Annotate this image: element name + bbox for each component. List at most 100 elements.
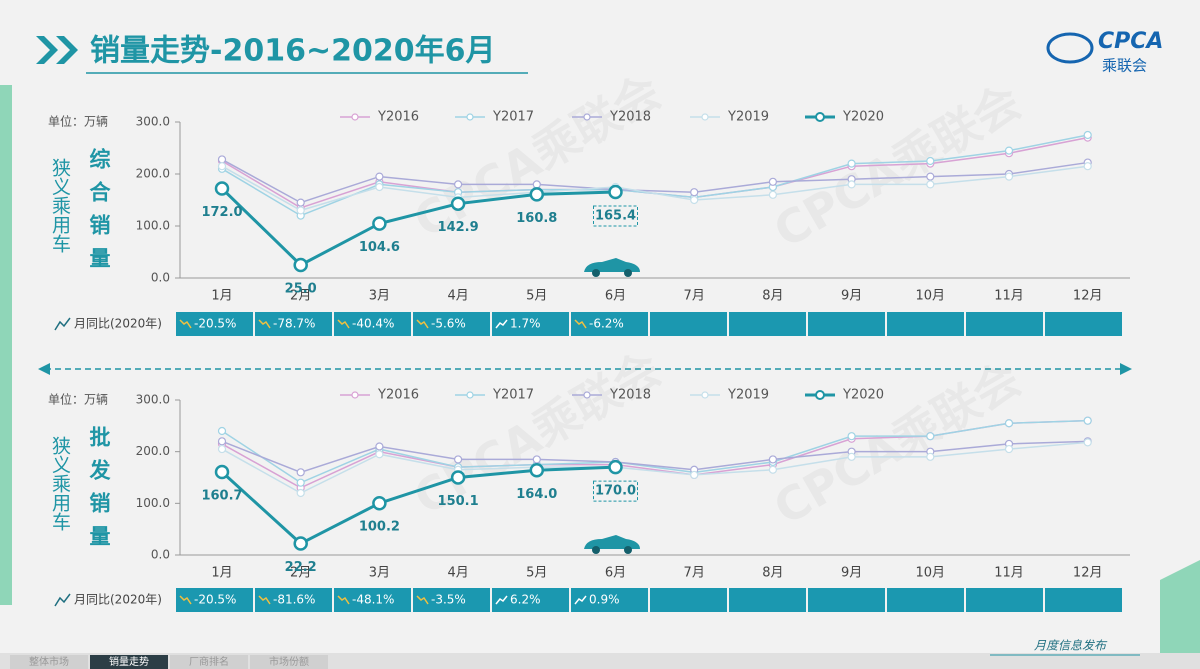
side-label: 狭义乘用车 bbox=[49, 436, 71, 531]
yoy-cell bbox=[1045, 588, 1122, 612]
chart-title: 批发销量 bbox=[87, 426, 111, 558]
legend-label: Y2019 bbox=[727, 388, 769, 403]
legend-label: Y2018 bbox=[609, 110, 651, 125]
legend-marker bbox=[815, 112, 825, 122]
data-point bbox=[214, 464, 230, 480]
footer-tab-label: 市场份额 bbox=[269, 655, 309, 668]
logo-text: CPCA bbox=[1098, 29, 1163, 54]
y-tick-label: 200.0 bbox=[136, 167, 170, 181]
footer-tab[interactable] bbox=[90, 655, 168, 669]
data-point bbox=[926, 156, 935, 166]
yoy-value: -40.4% bbox=[352, 317, 394, 331]
y-tick-label: 100.0 bbox=[136, 496, 170, 510]
data-point bbox=[529, 187, 545, 202]
x-tick-label: 3月 bbox=[369, 289, 390, 304]
data-point bbox=[1004, 146, 1014, 155]
footer-tab-label: 销量走势 bbox=[109, 655, 149, 668]
x-tick-label: 1月 bbox=[211, 289, 232, 304]
side-strip bbox=[0, 85, 12, 605]
yoy-cell bbox=[729, 588, 806, 612]
y-tick-label: 100.0 bbox=[136, 219, 170, 233]
data-point bbox=[217, 155, 227, 164]
yoy-icon bbox=[495, 595, 508, 605]
data-point bbox=[296, 206, 305, 215]
data-point bbox=[847, 452, 856, 461]
car-wheel bbox=[592, 269, 600, 277]
series-line bbox=[221, 165, 1088, 212]
yoy-cell bbox=[1045, 312, 1122, 336]
data-point bbox=[768, 465, 778, 474]
data-point bbox=[454, 180, 463, 189]
x-tick-label: 11月 bbox=[994, 566, 1024, 581]
x-tick-label: 9月 bbox=[841, 289, 862, 304]
x-tick-label: 5月 bbox=[526, 289, 547, 304]
data-point bbox=[217, 162, 227, 171]
data-point bbox=[217, 444, 227, 454]
footer-tab[interactable] bbox=[10, 655, 88, 669]
legend-marker bbox=[701, 391, 709, 399]
footer-tab[interactable] bbox=[250, 655, 328, 669]
data-point bbox=[454, 455, 463, 464]
data-point bbox=[296, 488, 305, 498]
data-point bbox=[768, 190, 778, 199]
y-tick-label: 300.0 bbox=[136, 393, 170, 407]
legend-label: Y2017 bbox=[492, 110, 534, 125]
data-label: 150.1 bbox=[438, 494, 479, 509]
data-label: 172.0 bbox=[201, 205, 242, 220]
yoy-icon bbox=[495, 319, 508, 329]
data-point bbox=[375, 450, 384, 459]
data-point bbox=[608, 184, 623, 200]
data-point bbox=[690, 188, 699, 197]
x-tick-label: 8月 bbox=[762, 289, 783, 304]
yoy-value: -3.5% bbox=[431, 593, 466, 607]
x-tick-label: 11月 bbox=[994, 289, 1024, 304]
data-point bbox=[926, 180, 935, 189]
corner-deco bbox=[1160, 560, 1200, 669]
data-point bbox=[1004, 172, 1014, 181]
car-wheel bbox=[592, 546, 600, 554]
legend-marker bbox=[815, 390, 825, 400]
x-tick-label: 2月 bbox=[290, 566, 311, 581]
x-tick-label: 7月 bbox=[684, 566, 705, 581]
data-point bbox=[768, 177, 778, 186]
series-line bbox=[221, 440, 1088, 474]
legend-marker bbox=[701, 113, 709, 121]
data-point bbox=[1083, 438, 1092, 447]
data-point bbox=[532, 455, 541, 464]
data-point bbox=[296, 468, 305, 477]
highlight-box bbox=[593, 205, 638, 227]
footer-tab[interactable] bbox=[170, 655, 248, 669]
data-label: 100.2 bbox=[359, 520, 400, 535]
yoy-value: 1.7% bbox=[510, 317, 541, 331]
data-point bbox=[293, 536, 308, 551]
x-tick-label: 3月 bbox=[369, 566, 390, 581]
data-point bbox=[690, 195, 699, 205]
x-tick-label: 10月 bbox=[916, 566, 946, 581]
data-point bbox=[847, 159, 856, 168]
legend-label: Y2016 bbox=[377, 388, 419, 403]
data-point bbox=[296, 198, 305, 207]
data-point bbox=[214, 181, 230, 196]
yoy-value: -20.5% bbox=[194, 317, 236, 331]
legend-label: Y2020 bbox=[842, 110, 884, 125]
data-point bbox=[1083, 162, 1092, 171]
legend-marker bbox=[351, 391, 359, 399]
yoy-label: 月同比(2020年) bbox=[74, 593, 162, 607]
yoy-value: -81.6% bbox=[273, 593, 315, 607]
data-point bbox=[1004, 419, 1014, 428]
x-tick-label: 2月 bbox=[290, 289, 311, 304]
page-title: 销量走势-2016~2020年6月 bbox=[90, 34, 495, 69]
yoy-icon bbox=[416, 595, 429, 605]
legend-label: Y2018 bbox=[609, 388, 651, 403]
yoy-cell bbox=[650, 312, 727, 336]
y-tick-label: 0.0 bbox=[151, 271, 170, 285]
chart-title: 综合销量 bbox=[87, 148, 111, 280]
side-label: 狭义乘用车 bbox=[49, 158, 71, 253]
data-point bbox=[217, 437, 227, 446]
data-point bbox=[532, 180, 541, 189]
series-line bbox=[221, 441, 1088, 494]
yoy-icon bbox=[258, 319, 271, 329]
